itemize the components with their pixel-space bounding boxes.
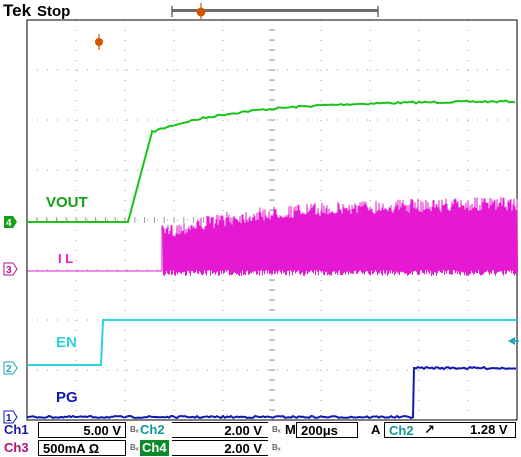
- brand-logo: Tek: [3, 1, 32, 20]
- ch3-bw-icon: Bₓ: [130, 443, 139, 452]
- ch2-scale[interactable]: 2.00 V: [172, 422, 268, 438]
- ch4-scale[interactable]: 2.00 V: [172, 440, 268, 456]
- trace-pg: [26, 365, 517, 420]
- ch4-name: Ch4: [140, 440, 169, 456]
- record-view-bar: [171, 6, 379, 17]
- ch2-ground-marker[interactable]: 2: [3, 361, 18, 375]
- ch1-bw-icon: Bₓ: [130, 425, 139, 434]
- trace-il: [27, 197, 518, 277]
- trigger-point-icon: [95, 34, 103, 50]
- ch2-bw-icon: Bₓ: [272, 425, 281, 434]
- ch1-ground-marker[interactable]: 1: [3, 410, 18, 424]
- ch3-name: Ch3: [4, 440, 29, 455]
- ch2-name: Ch2: [140, 422, 165, 437]
- svg-text:2: 2: [6, 364, 12, 375]
- svg-text:4: 4: [6, 218, 12, 229]
- ch3-scale[interactable]: 500mA Ω: [38, 440, 126, 456]
- trigger-box[interactable]: Ch2: [384, 422, 516, 438]
- trigger-slope-icon: ↗: [424, 422, 435, 437]
- trigger-level-arrow-icon: [508, 337, 519, 345]
- status-bar: Ch1 5.00 V Bₓ Ch2 2.00 V Bₓ M 200μs A Ch…: [0, 420, 521, 457]
- ch1-scale[interactable]: 5.00 V: [38, 422, 126, 438]
- trigger-source: Ch2: [389, 423, 414, 438]
- label-vout: VOUT: [46, 194, 88, 211]
- trace-en: [27, 319, 517, 366]
- timebase-prefix: M: [285, 422, 296, 437]
- timebase-value[interactable]: 200μs: [296, 422, 358, 438]
- label-pg: PG: [56, 389, 78, 406]
- trigger-prefix: A: [371, 422, 381, 437]
- ch4-bw-icon: Bₓ: [272, 443, 281, 452]
- ch4-ground-marker[interactable]: 4: [4, 216, 17, 229]
- label-il: I L: [58, 251, 73, 266]
- label-en: EN: [56, 334, 77, 351]
- ch3-ground-marker[interactable]: 3: [3, 262, 18, 276]
- trace-vout: [27, 99, 516, 223]
- acquisition-state: Stop: [37, 3, 70, 20]
- trigger-level[interactable]: 1.28 V: [470, 422, 508, 437]
- ch1-name: Ch1: [4, 422, 29, 437]
- svg-text:3: 3: [6, 265, 12, 276]
- trigger-position-icon: [196, 3, 206, 19]
- svg-text:1: 1: [6, 413, 12, 424]
